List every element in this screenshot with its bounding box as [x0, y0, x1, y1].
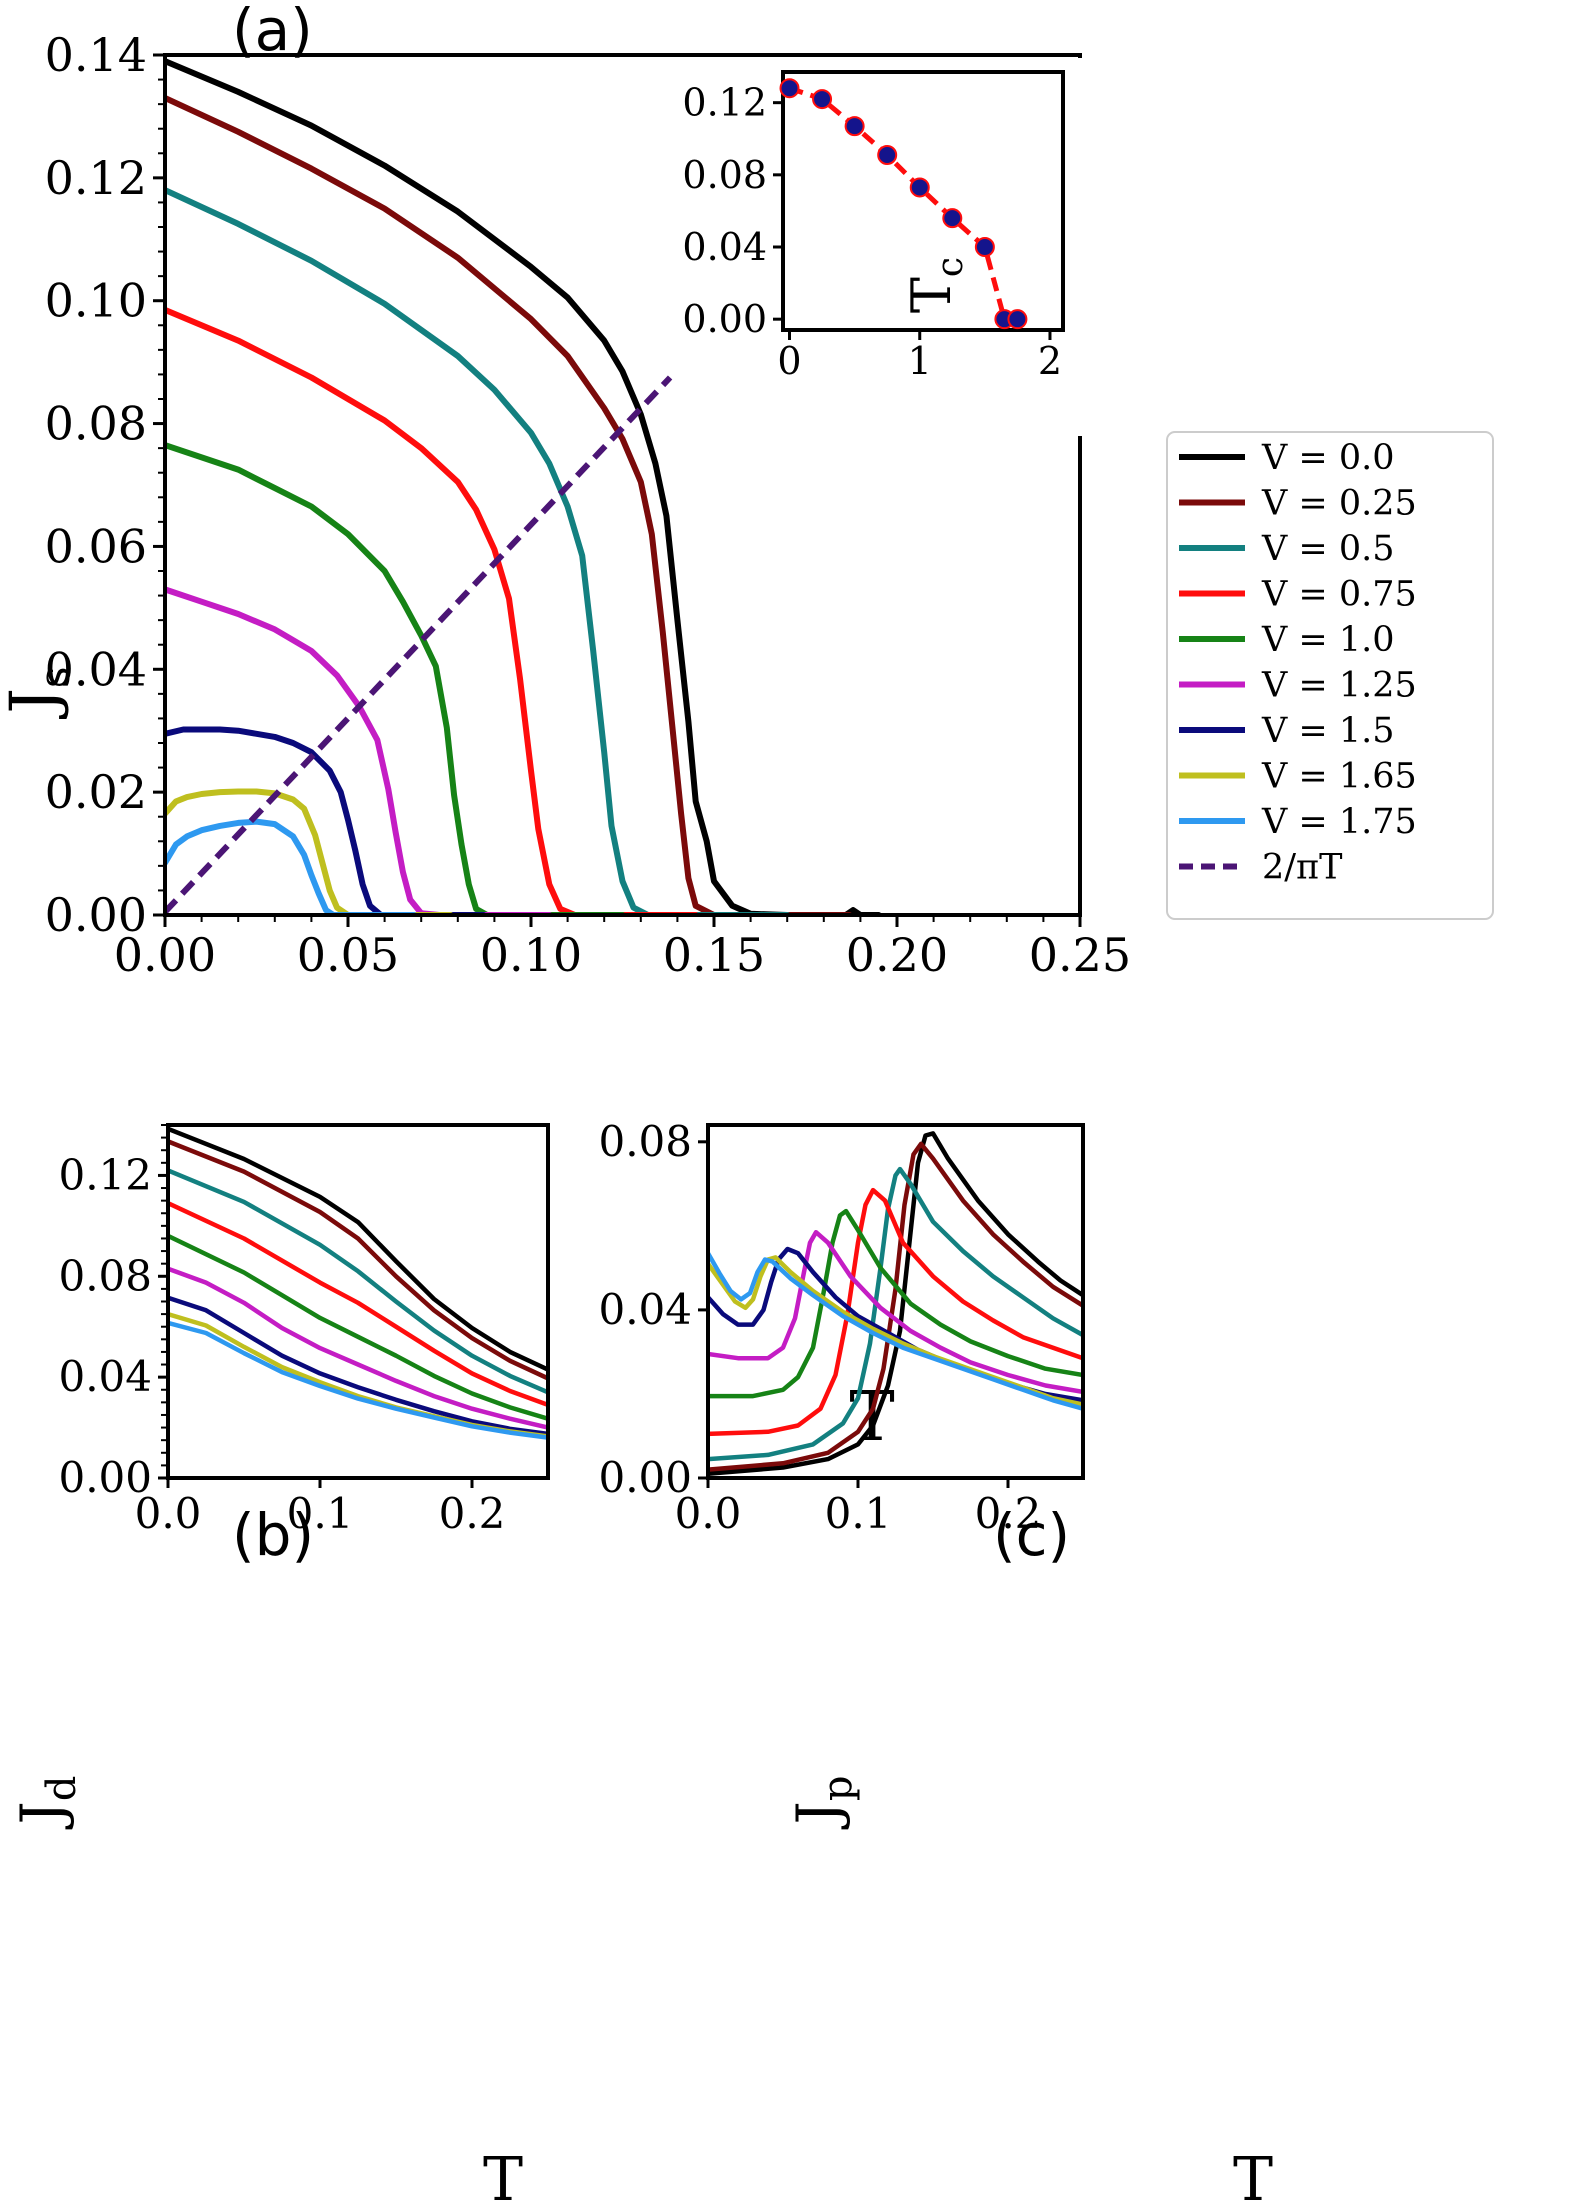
plot-b-series-7 [168, 1311, 548, 1439]
plot-b-ylabel: Jd [8, 1776, 85, 1830]
plot-b-series-4 [168, 1233, 548, 1421]
plot-b-series-2 [168, 1168, 548, 1395]
plot-c: 0.0 0.1 0.2 0.00 0.04 0.08 [598, 1117, 1085, 1538]
plot-c-series-3 [708, 1187, 1083, 1437]
plot-a-series-5 [165, 586, 553, 915]
plot-a: 0.00 0.05 0.10 0.15 0.20 0.25 0.00 0.02 0.04 0.06… [45, 28, 1132, 982]
plot-b-xlabel: T [483, 2145, 523, 2202]
legend: V = 0.0 V = 0.25 V = 0.5 V = 0.75 V = 1.0 V =… [1166, 431, 1494, 920]
plot-a-ytick-label-2: 0.04 [45, 642, 147, 696]
plot-inset-frame [781, 70, 1065, 332]
plot-a-series-9 [165, 375, 673, 914]
plot-inset-ytick-label-0: 0.00 [682, 297, 767, 341]
inset-point-4 [909, 177, 930, 198]
inset-point-8 [1007, 309, 1028, 330]
legend-label-8: V = 1.75 [1261, 802, 1417, 842]
plot-a-series-0 [165, 58, 882, 915]
plot-b-ytick-label-1: 0.04 [58, 1352, 152, 1401]
plot-a-ytick-label-3: 0.06 [45, 519, 147, 573]
plot-a-series-1 [165, 95, 853, 915]
plot-c-series-5 [708, 1229, 1083, 1395]
legend-label-1: V = 0.25 [1261, 484, 1417, 524]
plot-c-xlabel: T [1233, 2145, 1273, 2202]
legend-label-2: V = 0.5 [1261, 529, 1395, 569]
plot-inset-ytick-label-3: 0.12 [682, 81, 767, 125]
plot-c-frame [706, 1123, 1085, 1480]
plot-b-xtick-label-2: 0.2 [439, 1489, 506, 1538]
inset-point-0 [779, 78, 800, 99]
plot-c-ytick-label-1: 0.04 [598, 1285, 692, 1334]
plot-a-ytick-label-6: 0.12 [45, 151, 147, 205]
inset-point-1 [812, 89, 833, 110]
plot-c-xtick-label-2: 0.2 [975, 1489, 1042, 1538]
inset-point-5 [942, 208, 963, 229]
plot-b-series-6 [168, 1295, 548, 1437]
plot-b: 0.0 0.1 0.2 0.00 0.04 0.08 0.12 [58, 1123, 550, 1538]
plot-c-lines [708, 1131, 1083, 1477]
legend-frame [1166, 431, 1494, 920]
plot-b-series-5 [168, 1266, 548, 1430]
plot-a-ylabel: Js [0, 666, 79, 719]
plot-b-series-8 [168, 1320, 548, 1440]
plot-a-series-8 [165, 818, 417, 915]
plot-a-ytick-label-7: 0.14 [45, 28, 147, 82]
plot-inset-xtick-label-2: 2 [1038, 339, 1062, 383]
plot-c-series-0 [708, 1131, 1083, 1477]
legend-label-0: V = 0.0 [1261, 438, 1395, 478]
plot-a-xtick-label-0: 0.00 [114, 928, 216, 982]
legend-label-7: V = 1.65 [1261, 757, 1417, 797]
plot-b-series-1 [168, 1139, 548, 1381]
legend-label-9: 2/πT [1262, 848, 1342, 888]
inset-point-6 [974, 237, 995, 258]
plot-c-ylabel: Jp [784, 1776, 861, 1830]
plot-a-xtick-label-4: 0.20 [846, 928, 948, 982]
panel-label-b: (b) [232, 1501, 314, 1569]
plot-inset-ytick-label-2: 0.08 [682, 153, 767, 197]
legend-label-4: V = 1.0 [1261, 620, 1395, 660]
plot-a-xtick-label-5: 0.25 [1029, 928, 1131, 982]
plot-a-ytick-label-0: 0.00 [45, 888, 147, 942]
plot-a-lines [165, 58, 882, 915]
plot-a-ytick-label-4: 0.08 [45, 397, 147, 451]
plot-a-series-3 [165, 306, 699, 915]
plot-a-series-6 [165, 726, 487, 915]
plot-c-series-2 [708, 1166, 1083, 1462]
plot-c-xtick-label-1: 0.1 [825, 1489, 892, 1538]
inset-background [771, 58, 1091, 436]
plot-c-ytick-label-0: 0.00 [598, 1453, 692, 1502]
plot-b-xtick-label-0: 0.0 [135, 1489, 202, 1538]
plot-b-lines [168, 1126, 548, 1440]
plot-a-series-2 [165, 187, 791, 915]
legend-label-5: V = 1.25 [1261, 666, 1417, 706]
plot-b-series-0 [168, 1126, 548, 1372]
plot-inset-xtick-label-0: 0 [777, 339, 801, 383]
plot-inset: 0 1 2 0.00 0.04 0.08 0.12 [682, 58, 1091, 436]
inset-ylabel: Tc [900, 257, 971, 313]
plot-b-series-3 [168, 1200, 548, 1408]
inset-point-2 [844, 116, 865, 137]
plot-c-series-4 [708, 1208, 1083, 1399]
plot-a-frame [163, 53, 1082, 917]
plot-a-xtick-label-2: 0.10 [480, 928, 582, 982]
plot-a-ytick-label-1: 0.02 [45, 765, 147, 819]
plot-c-xtick-label-0: 0.0 [675, 1489, 742, 1538]
plot-b-xtick-label-1: 0.1 [287, 1489, 354, 1538]
plot-a-ytick-label-5: 0.10 [45, 274, 147, 328]
plot-b-ytick-label-2: 0.08 [58, 1251, 152, 1300]
plot-a-series-7 [165, 788, 454, 915]
plot-inset-xtick-label-1: 1 [908, 339, 932, 383]
plot-a-xtick-label-3: 0.15 [663, 928, 765, 982]
plot-b-ytick-label-0: 0.00 [58, 1453, 152, 1502]
plot-c-ytick-label-2: 0.08 [598, 1117, 692, 1166]
plot-a-series-4 [165, 442, 626, 915]
plot-a-xtick-label-1: 0.05 [297, 928, 399, 982]
legend-label-3: V = 0.75 [1261, 575, 1417, 615]
plot-b-ytick-label-3: 0.12 [58, 1150, 152, 1199]
panel-label-c: (c) [993, 1501, 1070, 1569]
plot-c-series-8 [708, 1250, 1083, 1411]
legend-label-6: V = 1.5 [1261, 711, 1395, 751]
inset-point-3 [877, 144, 898, 165]
plot-inset-ytick-label-1: 0.04 [682, 225, 767, 269]
